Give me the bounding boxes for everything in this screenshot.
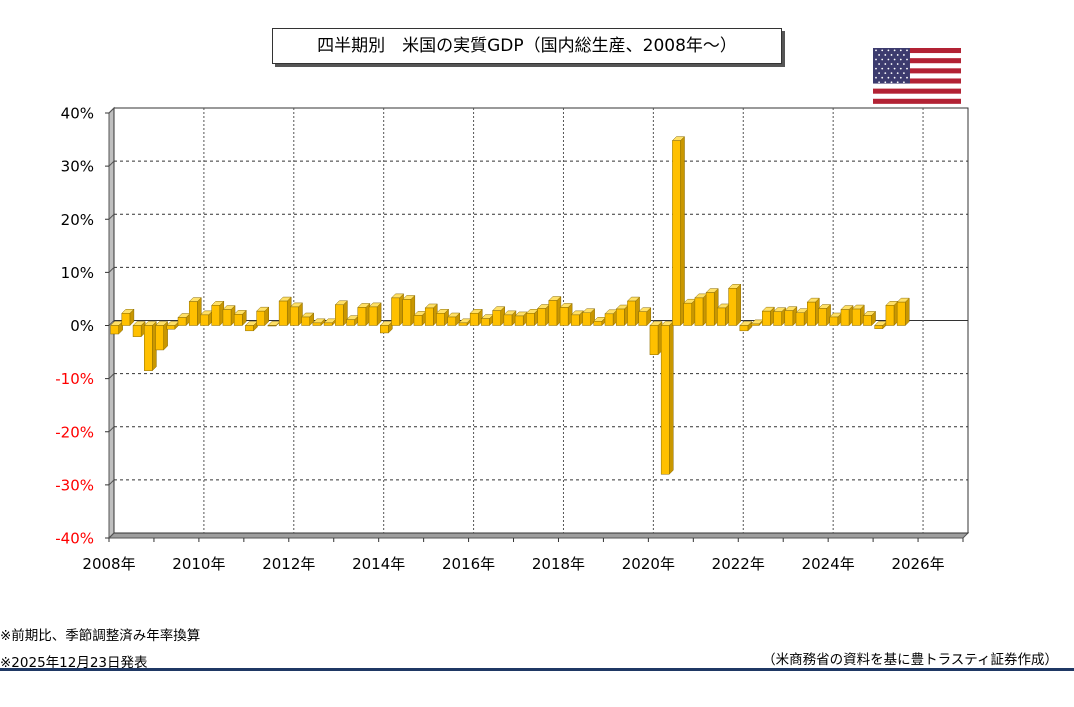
- data-bar: [851, 304, 865, 327]
- y-tick-label: 40%: [61, 105, 94, 123]
- data-bar: [357, 302, 371, 327]
- data-bar: [604, 309, 618, 327]
- footnote-annualized: ※前期比、季節調整済み年率換算: [0, 628, 201, 644]
- footnote-release-date: ※2025年12月23日発表: [0, 655, 148, 671]
- y-grid-side: [108, 160, 115, 167]
- data-bar: [289, 302, 304, 327]
- y-tick-label: 10%: [61, 264, 94, 282]
- data-bar: [390, 293, 405, 327]
- data-bar: [233, 309, 247, 327]
- x-tick-label: 2020年: [622, 555, 675, 573]
- data-bar: [143, 320, 157, 372]
- data-bar: [615, 304, 629, 327]
- data-bar: [312, 318, 326, 327]
- y-tick-label: 20%: [61, 211, 94, 229]
- y-grid-side: [108, 426, 115, 433]
- y-grid-side: [108, 107, 115, 114]
- data-bar: [536, 303, 551, 327]
- x-tick-label: 2018年: [532, 555, 585, 573]
- data-bar: [716, 303, 731, 327]
- data-bar: [705, 287, 719, 327]
- data-bar: [593, 316, 607, 327]
- data-bar: [638, 307, 652, 327]
- data-bar: [525, 308, 540, 327]
- y-grid-side: [108, 267, 115, 273]
- data-bar: [671, 136, 686, 327]
- data-bar: [413, 310, 427, 327]
- data-bar: [581, 308, 596, 327]
- data-bar: [784, 306, 798, 327]
- x-tick-label: 2016年: [442, 555, 495, 573]
- data-bar: [300, 312, 315, 327]
- data-bar: [559, 302, 573, 327]
- data-bar: [154, 320, 169, 351]
- source-credit: （米商務省の資料を基に豊トラスティ証券作成）: [762, 652, 1058, 668]
- data-bar: [368, 302, 382, 327]
- data-bar: [795, 308, 809, 327]
- data-bar: [424, 303, 438, 327]
- data-bar: [829, 312, 843, 327]
- data-bar: [435, 308, 450, 327]
- y-grid-side: [108, 373, 115, 379]
- data-bar: [772, 307, 787, 327]
- data-bar: [323, 318, 337, 327]
- data-bar: [626, 296, 641, 327]
- x-tick-label: 2024年: [802, 555, 855, 573]
- chart-title: 四半期別 米国の実質GDP（国内総生産、2008年～）: [272, 28, 782, 64]
- x-tick-label: 2010年: [172, 555, 225, 573]
- data-bar: [660, 320, 674, 475]
- data-bar: [211, 300, 225, 327]
- data-bar: [896, 297, 910, 327]
- y-tick-label: -30%: [55, 476, 94, 494]
- x-tick-label: 2012年: [262, 555, 315, 573]
- y-tick-label: 30%: [61, 158, 94, 176]
- y-tick-label: -40%: [55, 530, 94, 548]
- data-bar: [121, 308, 135, 327]
- y-tick-label: -10%: [55, 370, 94, 388]
- data-bar: [649, 320, 663, 356]
- data-bar: [570, 310, 584, 327]
- data-bar: [492, 306, 506, 327]
- data-bar: [750, 319, 764, 327]
- y-grid-side: [108, 479, 115, 486]
- data-bar: [694, 293, 708, 327]
- data-bar: [334, 300, 349, 327]
- data-bar: [514, 311, 528, 327]
- data-bar: [199, 310, 214, 327]
- bottom-rule: [0, 668, 1074, 671]
- data-bar: [806, 297, 820, 327]
- data-bar: [727, 283, 742, 327]
- y-grid-side: [108, 532, 115, 539]
- data-bar: [817, 303, 832, 327]
- data-bar: [683, 298, 697, 327]
- y-tick-label: -20%: [55, 423, 94, 441]
- data-bar: [862, 310, 877, 327]
- data-bar: [132, 320, 146, 338]
- x-tick-label: 2008年: [82, 555, 135, 573]
- data-bar: [885, 300, 899, 327]
- data-bar: [447, 312, 461, 327]
- data-bar: [503, 310, 517, 327]
- data-bar: [256, 306, 270, 327]
- x-tick-label: 2022年: [712, 555, 765, 573]
- x-tick-label: 2014年: [352, 555, 405, 573]
- data-bar: [840, 304, 854, 327]
- data-bar: [761, 306, 776, 327]
- data-bar: [402, 294, 416, 327]
- data-bar: [278, 296, 292, 327]
- x-tick-label: 2026年: [891, 555, 944, 573]
- data-bar: [469, 308, 483, 327]
- y-grid-side: [108, 213, 115, 220]
- plot-floor: [107, 532, 970, 539]
- data-bar: [548, 295, 562, 327]
- data-bar: [188, 296, 202, 327]
- data-bar: [109, 320, 124, 335]
- y-tick-label: 0%: [70, 317, 94, 335]
- data-bar: [222, 304, 236, 327]
- y-grid-side: [108, 320, 115, 326]
